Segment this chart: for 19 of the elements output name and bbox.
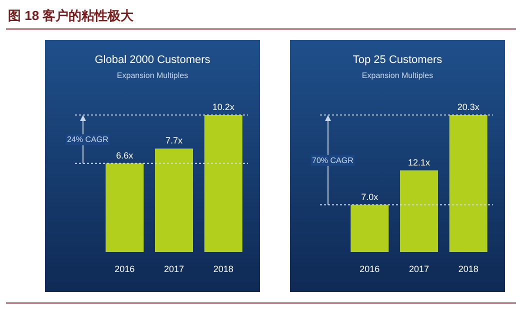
data-label: 6.6x	[116, 150, 134, 160]
x-tick-label: 2017	[164, 264, 184, 274]
chart-subtitle: Expansion Multiples	[362, 71, 434, 80]
caption: 图 18 客户的粘性极大	[8, 8, 135, 23]
chart-subtitle: Expansion Multiples	[116, 71, 188, 80]
x-tick-label: 2018	[213, 264, 234, 274]
x-tick-label: 2016	[360, 264, 380, 274]
data-label: 20.3x	[457, 102, 480, 112]
x-tick-label: 2016	[114, 264, 135, 274]
data-label: 12.1x	[408, 157, 430, 168]
data-label: 7.7x	[165, 136, 184, 146]
x-tick-label: 2018	[458, 264, 478, 274]
data-label: 7.0x	[361, 192, 379, 202]
x-tick-label: 2017	[408, 264, 430, 274]
data-label: 10.2x	[212, 102, 235, 112]
chart-title: Global 2000 Customers	[94, 54, 211, 66]
annotation: 24% CAGR	[67, 135, 109, 144]
chart-title: Top 25 Customers	[352, 54, 443, 66]
annotation: 70% CAGR	[312, 156, 354, 165]
